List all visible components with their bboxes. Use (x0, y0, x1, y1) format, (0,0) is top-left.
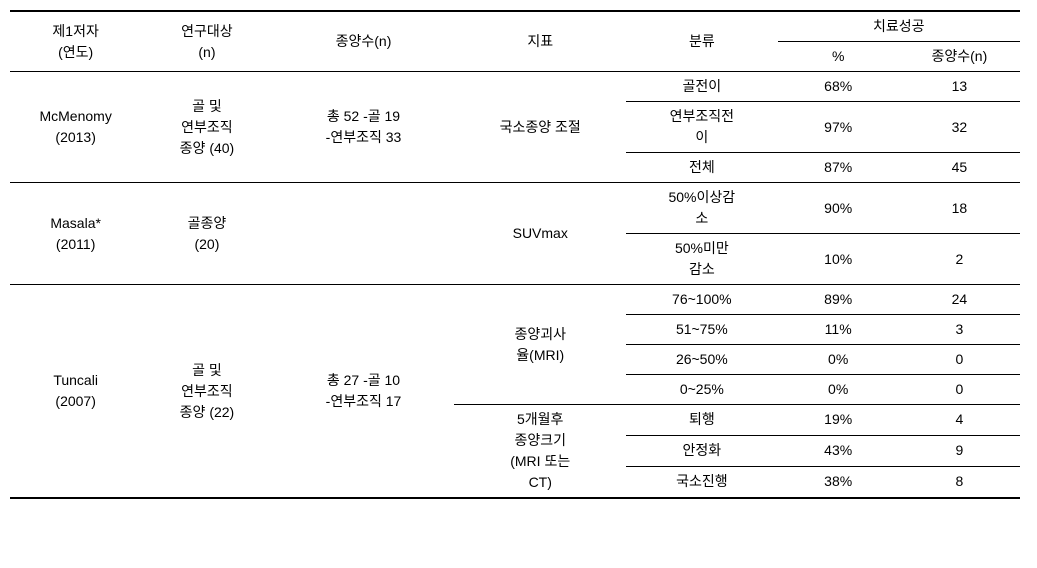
category-cell: 76~100% (626, 285, 778, 315)
indicator-cell: 5개월후 종양크기 (MRI 또는 CT) (454, 405, 626, 499)
tn-cell: 18 (899, 183, 1020, 234)
pct-cell: 89% (778, 285, 899, 315)
hdr-success: 치료성공 (778, 11, 1020, 42)
author-year: (2007) (55, 393, 95, 409)
subject-l2: (20) (194, 236, 219, 252)
indicator-cell: 국소종양 조절 (454, 72, 626, 183)
category-cell: 50%이상감 소 (626, 183, 778, 234)
category-cell: 50%미만 감소 (626, 234, 778, 285)
cat-l2: 감소 (689, 261, 715, 277)
cat-l2: 이 (695, 129, 708, 145)
author-year: (2011) (56, 236, 95, 252)
hdr-subject-l1: 연구대상 (181, 23, 233, 39)
category-cell: 0~25% (626, 375, 778, 405)
hdr-subject: 연구대상 (n) (141, 11, 272, 72)
subject-l1: 골 및 (192, 98, 222, 114)
author-cell: Tuncali (2007) (10, 285, 141, 499)
results-table: 제1저자 (연도) 연구대상 (n) 종양수(n) 지표 분류 치료성공 % 종… (10, 10, 1020, 499)
hdr-category: 분류 (626, 11, 778, 72)
tn-cell: 3 (899, 315, 1020, 345)
tumor-count-cell: 총 52 -골 19 -연부조직 33 (273, 72, 455, 183)
hdr-tumor-count: 종양수(n) (273, 11, 455, 72)
tumor-l2: -연부조직 33 (326, 129, 402, 145)
pct-cell: 90% (778, 183, 899, 234)
cat-l2: 소 (695, 210, 708, 226)
category-cell: 전체 (626, 153, 778, 183)
subject-l2: 연부조직 (181, 119, 233, 135)
pct-cell: 0% (778, 375, 899, 405)
tn-cell: 4 (899, 405, 1020, 436)
tumor-l1: 총 27 -골 10 (327, 372, 400, 388)
pct-cell: 19% (778, 405, 899, 436)
subject-cell: 골 및 연부조직 종양 (22) (141, 285, 272, 499)
tumor-l1: 총 52 -골 19 (327, 108, 400, 124)
cat-l1: 50%이상감 (668, 189, 735, 205)
tn-cell: 13 (899, 72, 1020, 102)
tn-cell: 2 (899, 234, 1020, 285)
pct-cell: 11% (778, 315, 899, 345)
pct-cell: 87% (778, 153, 899, 183)
hdr-indicator: 지표 (454, 11, 626, 72)
subject-l2: 연부조직 (181, 383, 233, 399)
pct-cell: 43% (778, 435, 899, 466)
category-cell: 국소진행 (626, 466, 778, 498)
category-cell: 안정화 (626, 435, 778, 466)
author-year: (2013) (55, 129, 95, 145)
author-cell: Masala* (2011) (10, 183, 141, 285)
ind2-l4: CT) (529, 474, 552, 490)
subject-l1: 골 및 (192, 362, 222, 378)
hdr-pct: % (778, 42, 899, 72)
category-cell: 26~50% (626, 345, 778, 375)
ind-l1: 종양괴사 (514, 326, 566, 342)
subject-cell: 골종양 (20) (141, 183, 272, 285)
ind2-l2: 종양크기 (514, 432, 566, 448)
tn-cell: 0 (899, 345, 1020, 375)
category-cell: 51~75% (626, 315, 778, 345)
tn-cell: 8 (899, 466, 1020, 498)
author-name: McMenomy (39, 108, 111, 124)
author-name: Masala* (50, 215, 101, 231)
pct-cell: 68% (778, 72, 899, 102)
tn-cell: 24 (899, 285, 1020, 315)
tn-cell: 32 (899, 102, 1020, 153)
tn-cell: 9 (899, 435, 1020, 466)
pct-cell: 38% (778, 466, 899, 498)
hdr-author-l2: (연도) (58, 44, 93, 60)
cat-l1: 연부조직전 (670, 108, 734, 124)
tn-cell: 45 (899, 153, 1020, 183)
author-cell: McMenomy (2013) (10, 72, 141, 183)
indicator-cell: SUVmax (454, 183, 626, 285)
subject-l3: 종양 (22) (180, 404, 235, 420)
pct-cell: 10% (778, 234, 899, 285)
ind-l2: 율(MRI) (516, 347, 564, 363)
pct-cell: 97% (778, 102, 899, 153)
tumor-count-cell (273, 183, 455, 285)
hdr-subject-l2: (n) (198, 44, 215, 60)
ind2-l3: (MRI 또는 (510, 453, 570, 469)
category-cell: 퇴행 (626, 405, 778, 436)
indicator-cell: 종양괴사 율(MRI) (454, 285, 626, 405)
cat-l1: 50%미만 (675, 240, 729, 256)
tumor-l2: -연부조직 17 (326, 393, 402, 409)
subject-l1: 골종양 (188, 215, 227, 231)
author-name: Tuncali (53, 372, 98, 388)
hdr-author: 제1저자 (연도) (10, 11, 141, 72)
hdr-author-l1: 제1저자 (52, 23, 98, 39)
tumor-count-cell: 총 27 -골 10 -연부조직 17 (273, 285, 455, 499)
ind2-l1: 5개월후 (517, 411, 563, 427)
pct-cell: 0% (778, 345, 899, 375)
subject-cell: 골 및 연부조직 종양 (40) (141, 72, 272, 183)
category-cell: 골전이 (626, 72, 778, 102)
category-cell: 연부조직전 이 (626, 102, 778, 153)
hdr-tumor-n: 종양수(n) (899, 42, 1020, 72)
subject-l3: 종양 (40) (180, 140, 235, 156)
tn-cell: 0 (899, 375, 1020, 405)
